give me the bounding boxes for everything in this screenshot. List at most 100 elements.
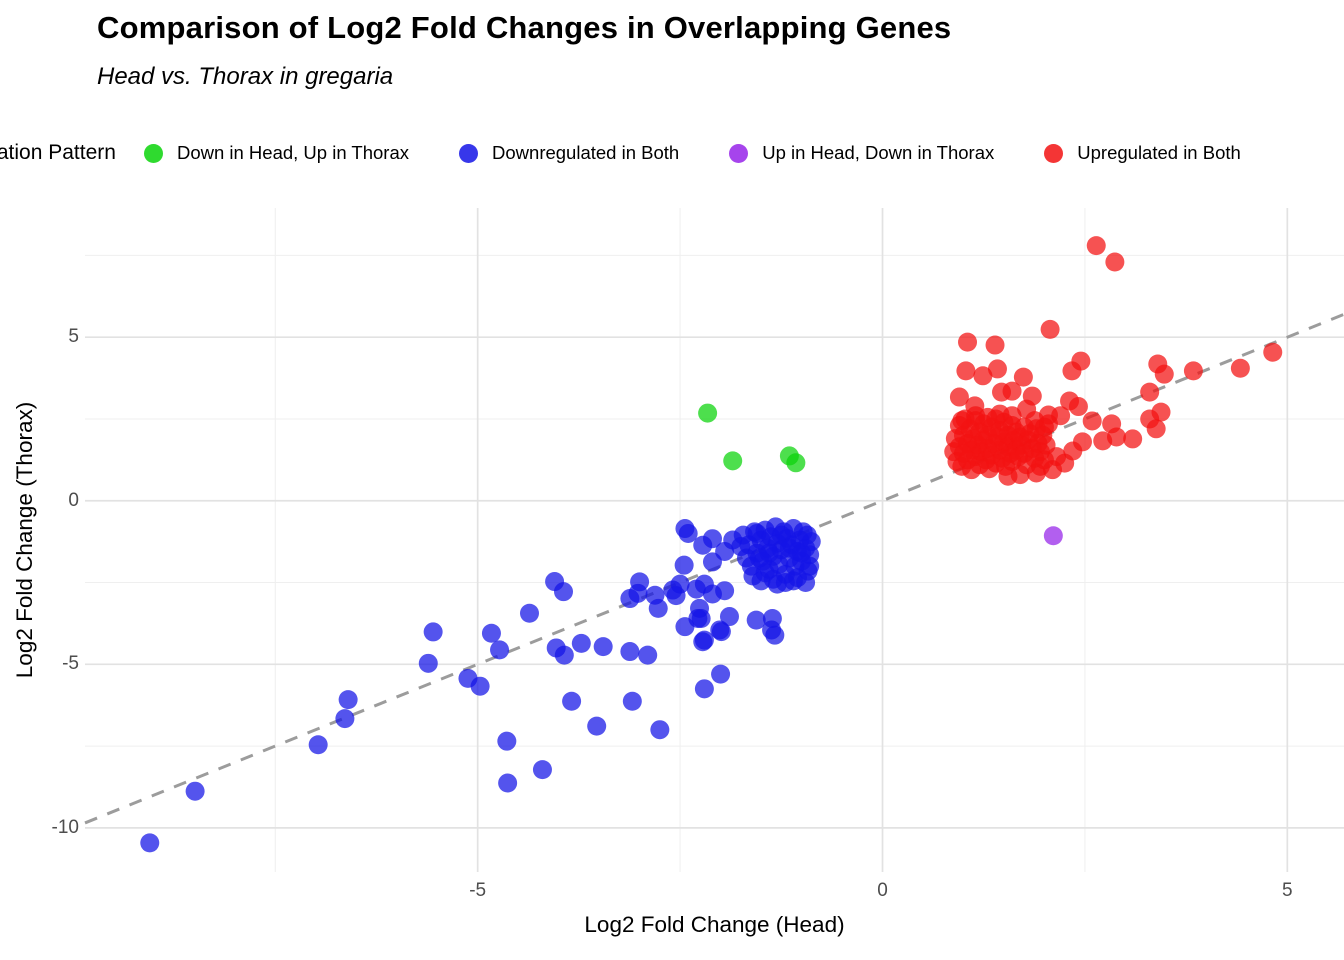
data-point	[185, 781, 205, 801]
x-axis-title: Log2 Fold Change (Head)	[584, 912, 845, 937]
data-point	[1140, 382, 1160, 402]
data-point	[762, 620, 782, 640]
data-point	[731, 537, 751, 557]
data-point	[767, 574, 787, 594]
y-tick-label: 5	[68, 326, 79, 348]
data-point	[710, 620, 730, 640]
x-tick-label: 0	[877, 880, 888, 901]
data-point	[1062, 361, 1082, 381]
data-point	[749, 548, 769, 568]
blue-dot-icon	[459, 143, 479, 163]
data-point	[308, 735, 328, 755]
data-point	[694, 679, 714, 699]
data-point	[792, 543, 812, 563]
data-point	[678, 523, 698, 543]
legend-label: Down in Head, Up in Thorax	[176, 142, 410, 163]
y-tick-label: -5	[62, 653, 79, 675]
data-point	[711, 664, 731, 684]
data-point	[562, 691, 582, 711]
data-point	[987, 359, 1007, 379]
data-point	[650, 720, 670, 740]
green-dot-icon	[143, 143, 163, 163]
legend-label: Upregulated in Both	[1077, 142, 1241, 163]
legend-label: Up in Head, Down in Thorax	[762, 142, 995, 163]
data-point	[719, 607, 739, 627]
data-point	[715, 541, 735, 561]
data-point	[1013, 367, 1033, 387]
data-point	[693, 535, 713, 555]
data-point	[1040, 319, 1060, 339]
y-tick-label: -10	[51, 816, 79, 838]
legend-row: Regulation Pattern Down in Head, Up in T…	[0, 132, 1291, 174]
legend-label: Downregulated in Both	[492, 142, 680, 163]
data-point	[554, 582, 574, 602]
data-point	[587, 716, 607, 736]
data-point	[490, 640, 510, 660]
data-point	[423, 622, 443, 642]
red-dot-icon	[1044, 143, 1064, 163]
data-point	[338, 690, 358, 710]
data-point	[1154, 364, 1174, 384]
data-point	[783, 571, 803, 591]
data-point	[797, 525, 817, 545]
data-point	[786, 453, 806, 473]
data-point	[1068, 397, 1088, 417]
data-point	[693, 632, 713, 652]
data-point	[593, 637, 613, 657]
data-point	[674, 555, 694, 575]
data-point	[418, 653, 438, 673]
data-point	[1230, 358, 1250, 378]
data-point	[497, 731, 517, 751]
data-point	[571, 633, 591, 653]
data-point	[140, 833, 160, 853]
chart-subtitle: Head vs. Thorax in gregaria	[97, 63, 394, 90]
data-point	[470, 676, 490, 696]
data-point	[691, 609, 711, 629]
y-axis-title: Log2 Fold Change (Thorax)	[12, 401, 37, 679]
data-point	[1086, 236, 1106, 256]
data-point	[554, 645, 574, 665]
data-point	[675, 617, 695, 637]
data-point	[1106, 427, 1126, 447]
data-point	[1038, 414, 1058, 434]
data-point	[746, 610, 766, 630]
legend-item-down-head-up-thorax[interactable]: Down in Head, Up in Thorax	[143, 142, 410, 164]
data-point	[335, 709, 355, 729]
data-point	[1183, 361, 1203, 381]
data-point	[747, 523, 767, 543]
data-point	[755, 563, 775, 583]
data-point	[1146, 419, 1166, 439]
data-point	[532, 760, 552, 780]
data-point	[630, 572, 650, 592]
purple-dot-icon	[729, 143, 749, 163]
data-point	[1036, 435, 1056, 455]
data-point	[956, 361, 976, 381]
data-point	[715, 581, 735, 601]
legend-item-up-head-down-thorax[interactable]: Up in Head, Down in Thorax	[729, 142, 994, 164]
x-tick-label: -5	[469, 880, 487, 901]
legend-item-upregulated-both[interactable]: Upregulated in Both	[1044, 142, 1241, 164]
data-point	[1082, 411, 1102, 431]
data-point	[985, 335, 1005, 355]
data-point	[973, 366, 993, 386]
data-point	[723, 451, 743, 471]
data-point	[694, 574, 714, 594]
data-point	[498, 773, 518, 793]
data-point	[481, 623, 501, 643]
data-point	[1105, 252, 1125, 272]
data-point	[952, 411, 972, 431]
data-point	[638, 645, 658, 665]
data-point	[1002, 406, 1022, 426]
data-point	[949, 387, 969, 407]
legend-item-downregulated-both[interactable]: Downregulated in Both	[459, 142, 679, 164]
data-point	[1002, 381, 1022, 401]
data-point	[698, 403, 718, 423]
data-point	[648, 598, 668, 618]
data-point	[1043, 526, 1063, 546]
legend-title: Regulation Pattern	[0, 141, 116, 164]
data-point	[1034, 450, 1054, 470]
legend: Regulation Pattern Down in Head, Up in T…	[0, 132, 1344, 174]
data-point	[958, 332, 978, 352]
data-point	[666, 586, 686, 606]
